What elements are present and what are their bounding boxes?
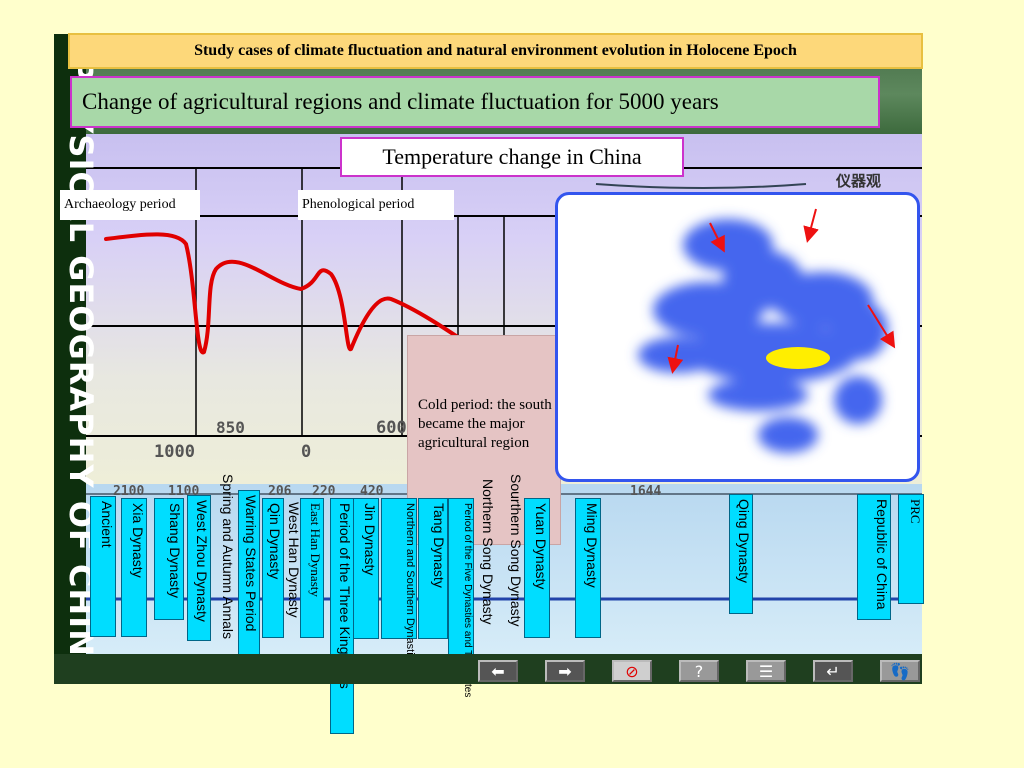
dynasty-ancient[interactable]: Ancient <box>90 496 116 637</box>
archaeology-period-label: Archaeology period <box>60 190 200 220</box>
dynasty-shang[interactable]: Shang Dynasty <box>154 498 184 620</box>
page-title: Study cases of climate fluctuation and n… <box>68 33 923 69</box>
chart-title: Temperature change in China <box>340 137 684 177</box>
page-subtitle: Change of agricultural regions and clima… <box>70 76 880 128</box>
red-arrow-east <box>867 304 896 349</box>
stop-icon[interactable]: ⊘ <box>612 660 652 682</box>
tick-0: 0 <box>301 442 312 462</box>
red-arrow-north-west <box>709 222 725 253</box>
dynasty-prc[interactable]: PRC <box>898 494 924 604</box>
dynasty-qing[interactable]: Qing Dynasty <box>729 494 753 614</box>
dynasty-five-dynasties[interactable]: Period of the Five Dynasties and Ten Sta… <box>448 498 474 697</box>
timeline-tick-206: 206 <box>268 484 292 499</box>
footprint-icon[interactable]: 👣 <box>880 660 920 682</box>
menu-icon[interactable]: ☰ <box>746 660 786 682</box>
red-arrow-west <box>667 344 684 374</box>
tick-850: 850 <box>216 418 245 437</box>
temperature-curve <box>104 232 473 355</box>
timeline-tick-2100: 2100 <box>113 484 145 499</box>
dynasty-xia[interactable]: Xia Dynasty <box>121 498 147 637</box>
timeline-tick-420: 420 <box>360 484 384 499</box>
arrow-right-icon[interactable]: ➡ <box>545 660 585 682</box>
yellow-region-marker <box>766 347 830 369</box>
agricultural-map <box>555 192 920 482</box>
dynasty-warring-states[interactable]: Warring States Period <box>238 490 260 660</box>
dynasty-northern-song[interactable]: Northern Song Dynasty <box>480 479 496 625</box>
dynasty-northern-southern[interactable]: Northern and Southern Dynasties <box>381 498 417 666</box>
agricultural-region-shape <box>638 219 888 453</box>
timeline-tick-220: 220 <box>312 484 336 499</box>
sidebar-banner: PHYSICAL GEOGRAPHY OF CHINA <box>54 34 100 684</box>
dynasty-jin[interactable]: Jin Dynasty <box>353 498 379 639</box>
map-hint-line <box>595 183 807 189</box>
instrument-label-icon: 仪器观 <box>836 172 882 190</box>
dynasty-three-kingdoms[interactable]: Period of the Three Kingdoms <box>330 498 354 734</box>
tick-600: 600 <box>376 418 407 438</box>
red-arrow-north <box>803 208 819 243</box>
dynasty-tang[interactable]: Tang Dynasty <box>418 498 448 639</box>
question-icon[interactable]: ? <box>679 660 719 682</box>
dynasty-ming[interactable]: Ming Dynasty <box>575 498 601 638</box>
dynasty-southern-song[interactable]: Sourthern Song Dynasty <box>508 474 524 627</box>
phenological-period-label: Phenological period <box>298 190 454 220</box>
arrow-left-icon[interactable]: ⬅ <box>478 660 518 682</box>
tick-1000: 1000 <box>154 442 195 462</box>
dynasty-yuan[interactable]: Yuan Dynasty <box>524 498 550 638</box>
timeline-tick-1644: 1644 <box>630 484 662 499</box>
dynasty-west-han[interactable]: West Han Dynasty <box>286 502 302 618</box>
dynasty-republic-of-china[interactable]: Republic of China <box>857 494 891 620</box>
dynasty-west-zhou[interactable]: West Zhou Dynasty <box>187 495 211 641</box>
dynasty-east-han[interactable]: East Han Dynasty <box>300 498 324 638</box>
return-icon[interactable]: ↵ <box>813 660 853 682</box>
dynasty-spring-autumn[interactable]: Spring and Autumn Annals <box>220 474 236 640</box>
cold-period-text: Cold period: the south became the major … <box>418 397 552 451</box>
dynasty-qin[interactable]: Qin Dynasty <box>262 498 284 638</box>
china-map <box>638 208 896 453</box>
